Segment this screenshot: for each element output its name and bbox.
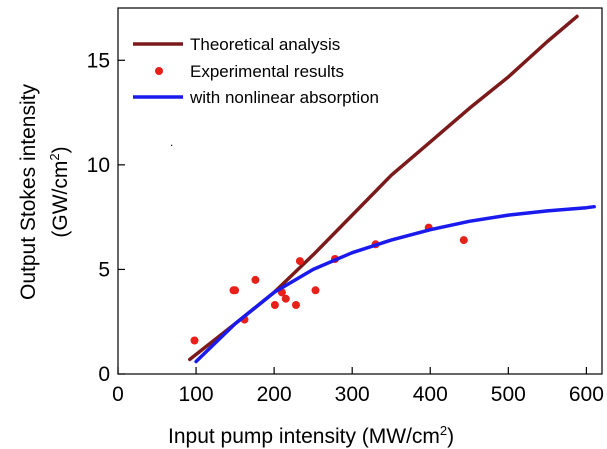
data-point [281,294,290,303]
x-tick-label: 400 [413,383,448,406]
data-point [231,286,240,295]
stray-dot-annotation: . [170,135,173,149]
x-tick-label: 600 [569,383,604,406]
y-tick-label: 15 [87,49,110,72]
data-point [292,301,300,309]
data-point [270,301,279,309]
y-tick-label: 5 [98,258,110,281]
data-point [311,286,320,295]
data-point [459,236,468,245]
data-point [190,336,199,345]
data-point [295,257,304,266]
y-axis-title-sup: 2 [47,153,62,160]
plot-frame [117,7,603,375]
y-axis-title-close: ) [49,146,72,153]
x-axis-title-text: Input pump intensity (MW/cm [168,425,440,448]
x-tick-label: 500 [491,383,526,406]
y-axis-title: Output Stokes intensity (GW/cm2) [17,84,72,300]
y-axis-title-line1: Output Stokes intensity [17,84,40,300]
x-tick-label: 200 [257,383,292,406]
y-tick-label: 0 [98,363,110,386]
x-tick-label: 300 [335,383,370,406]
data-point [251,275,260,284]
x-tick-label: 0 [112,383,124,406]
legend: Theoretical analysis Experimental result… [133,35,379,107]
series-layer [188,14,596,364]
legend-label-theoretical: Theoretical analysis [190,35,340,54]
legend-label-experimental: Experimental results [190,62,344,81]
x-axis-title-sup: 2 [440,423,447,438]
y-axis-title-unit: (GW/cm [49,161,72,238]
x-axis-title: Input pump intensity (MW/cm2) [168,423,454,448]
x-tick-label: 100 [179,383,214,406]
plot-area: 0 100 200 300 400 500 600 0 5 10 15 . [87,7,604,406]
y-tick-label: 10 [87,154,110,177]
y-ticks: 0 5 10 15 [87,49,125,386]
x-axis-title-close: ) [447,425,454,448]
x-ticks: 0 100 200 300 400 500 600 [112,367,604,406]
y-axis-title-line2: (GW/cm2) [47,146,72,237]
legend-label-nonlinear: with nonlinear absorption [189,88,379,107]
series-line-2 [194,204,596,364]
legend-swatch-experimental [155,67,163,75]
